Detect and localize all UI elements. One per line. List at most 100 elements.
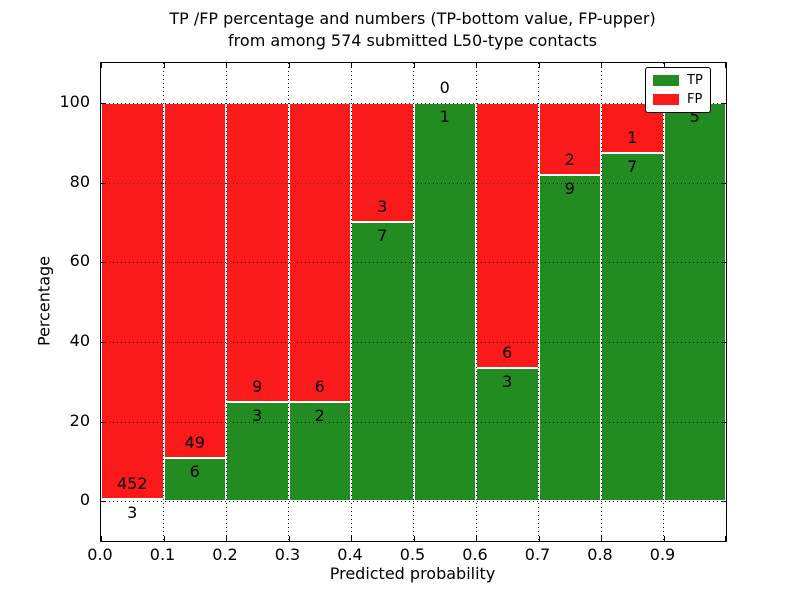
x-tick-mark bbox=[725, 536, 726, 541]
vertical-gridline bbox=[600, 63, 602, 541]
x-tick-label: 0.2 bbox=[212, 545, 238, 564]
x-tick-label: 0.7 bbox=[524, 545, 551, 564]
bar-segment-fp bbox=[101, 102, 164, 499]
x-tick-mark bbox=[601, 63, 602, 68]
x-tick-label: 0.1 bbox=[149, 545, 176, 564]
legend-label-tp: TP bbox=[687, 73, 703, 88]
x-tick-mark bbox=[288, 63, 290, 68]
tp-count-label: 7 bbox=[627, 156, 638, 176]
x-tick-label: 0.0 bbox=[87, 545, 113, 564]
tp-count-label: 3 bbox=[252, 405, 263, 425]
x-tick-mark bbox=[226, 63, 227, 68]
vertical-gridline bbox=[538, 63, 539, 541]
tp-legend-patch bbox=[653, 75, 679, 86]
x-tick-mark bbox=[663, 63, 665, 68]
x-tick-mark bbox=[538, 63, 540, 68]
x-tick-mark bbox=[663, 536, 665, 541]
x-tick-mark bbox=[413, 63, 415, 68]
tp-count-label: 7 bbox=[377, 226, 388, 246]
vertical-gridline bbox=[413, 63, 414, 541]
fp-count-label: 6 bbox=[502, 343, 513, 363]
fp-count-label: 1 bbox=[627, 127, 638, 147]
fp-count-label: 452 bbox=[116, 473, 148, 493]
fp-count-label: 3 bbox=[377, 197, 388, 217]
x-tick-mark bbox=[163, 536, 165, 541]
vertical-gridline bbox=[225, 63, 227, 541]
chart-title-line1: TP /FP percentage and numbers (TP-bottom… bbox=[169, 9, 656, 28]
x-tick-mark bbox=[476, 63, 477, 68]
bar-segment-fp bbox=[288, 102, 351, 402]
chart-title: TP /FP percentage and numbers (TP-bottom… bbox=[100, 8, 725, 52]
y-tick-mark bbox=[721, 341, 726, 343]
y-tick-mark bbox=[721, 421, 726, 423]
tp-count-label: 6 bbox=[189, 461, 200, 481]
x-tick-label: 0.3 bbox=[274, 545, 301, 564]
fp-count-label: 49 bbox=[184, 432, 205, 452]
legend-row-fp: FP bbox=[653, 92, 703, 107]
x-tick-label: 0.9 bbox=[649, 545, 676, 564]
y-tick-mark bbox=[101, 262, 106, 264]
bar-segment-tp bbox=[351, 222, 414, 502]
chart-title-line2: from among 574 submitted L50-type contac… bbox=[228, 31, 597, 50]
x-tick-mark bbox=[351, 63, 352, 68]
x-tick-label: 0.5 bbox=[399, 545, 426, 564]
vertical-gridline bbox=[663, 63, 664, 541]
y-tick-label: 100 bbox=[59, 91, 90, 111]
x-tick-label: 0.8 bbox=[587, 545, 613, 564]
y-tick-label: 0 bbox=[79, 490, 90, 510]
fp-count-label: 9 bbox=[252, 376, 263, 396]
bar-segment-tp bbox=[413, 102, 476, 502]
y-tick-mark bbox=[721, 182, 726, 184]
bar-segment-fp bbox=[476, 102, 539, 369]
x-tick-mark bbox=[226, 536, 227, 541]
x-tick-mark bbox=[101, 536, 102, 541]
x-tick-mark bbox=[288, 536, 290, 541]
y-tick-label: 20 bbox=[69, 410, 90, 430]
bar-segment-fp bbox=[163, 102, 226, 458]
x-tick-mark bbox=[413, 536, 415, 541]
y-tick-mark bbox=[721, 262, 726, 264]
x-tick-mark bbox=[725, 63, 726, 68]
tp-count-label: 1 bbox=[439, 106, 450, 126]
x-tick-label: 0.4 bbox=[337, 545, 363, 564]
x-tick-mark bbox=[476, 536, 477, 541]
x-tick-mark bbox=[601, 536, 602, 541]
fp-count-label: 0 bbox=[439, 77, 450, 97]
tp-count-label: 3 bbox=[502, 372, 513, 392]
x-tick-mark bbox=[163, 63, 165, 68]
y-tick-mark bbox=[101, 501, 106, 503]
y-tick-mark bbox=[101, 102, 106, 104]
x-tick-mark bbox=[538, 536, 540, 541]
tp-count-label: 2 bbox=[314, 405, 325, 425]
fp-count-label: 6 bbox=[314, 376, 325, 396]
bar-segment-fp bbox=[226, 102, 289, 402]
bar-segment-fp bbox=[538, 102, 601, 176]
y-tick-label: 60 bbox=[69, 251, 90, 271]
y-tick-label: 80 bbox=[69, 171, 90, 191]
y-tick-mark bbox=[721, 102, 726, 104]
y-tick-mark bbox=[721, 501, 726, 503]
x-axis-label: Predicted probability bbox=[329, 564, 496, 583]
tp-count-label: 3 bbox=[127, 502, 138, 522]
fp-count-label: 2 bbox=[564, 150, 575, 170]
y-tick-mark bbox=[101, 341, 106, 343]
y-tick-label: 40 bbox=[69, 330, 90, 350]
y-tick-mark bbox=[101, 182, 106, 184]
plot-area: 45234969362370163291705 bbox=[100, 62, 727, 542]
bar-segment-tp bbox=[601, 152, 664, 502]
y-tick-mark bbox=[101, 421, 106, 423]
x-tick-mark bbox=[101, 63, 102, 68]
bar-segment-tp bbox=[663, 102, 726, 502]
vertical-gridline bbox=[475, 63, 477, 541]
legend: TP FP bbox=[645, 67, 711, 113]
vertical-gridline bbox=[163, 63, 164, 541]
vertical-gridline bbox=[288, 63, 289, 541]
tp-count-label: 9 bbox=[564, 179, 575, 199]
tp-count-label: 5 bbox=[689, 106, 700, 126]
x-tick-label: 0.6 bbox=[462, 545, 488, 564]
legend-label-fp: FP bbox=[687, 92, 703, 107]
legend-row-tp: TP bbox=[653, 73, 703, 88]
x-tick-mark bbox=[351, 536, 352, 541]
fp-legend-patch bbox=[653, 94, 679, 105]
